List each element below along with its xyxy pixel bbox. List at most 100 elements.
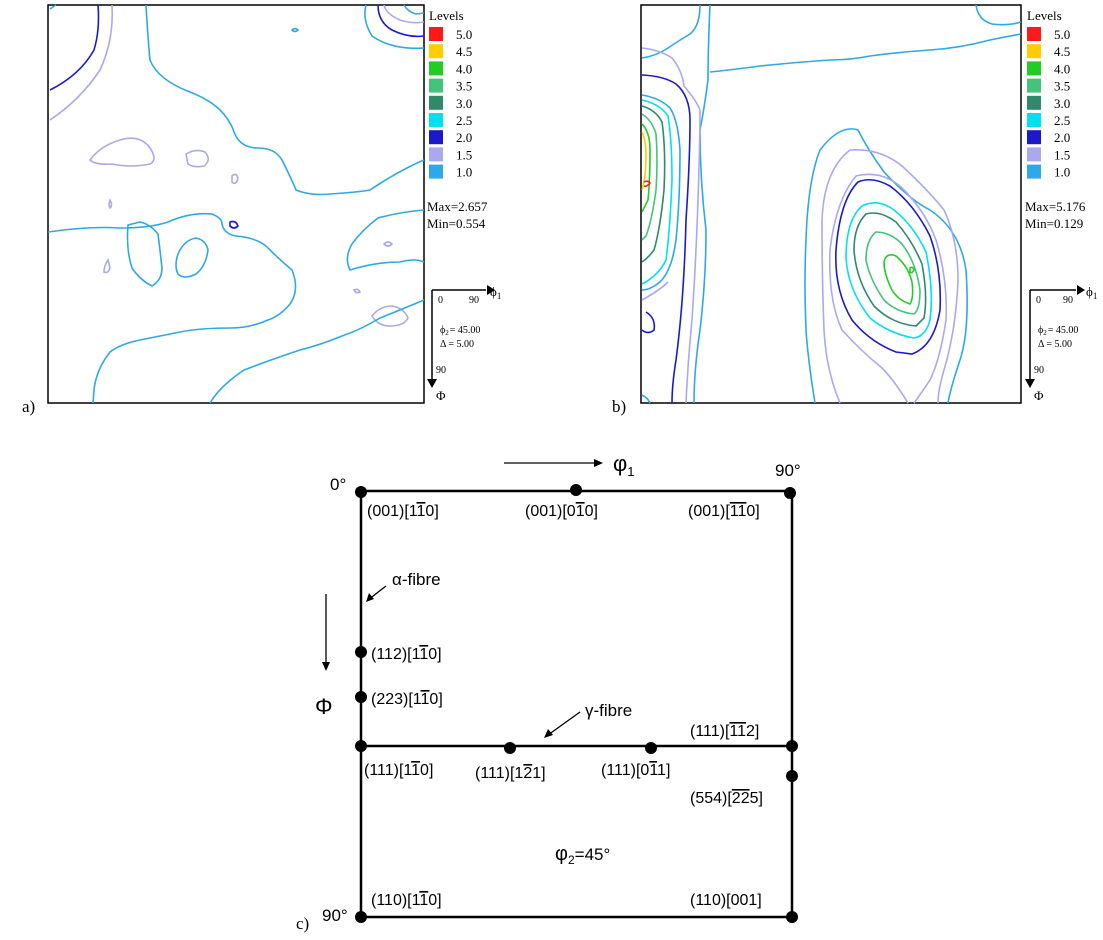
orientation-label: (111)[110] [364,762,433,779]
legend-b-max: Max=5.176 [1025,199,1086,214]
orientation-marker [784,487,796,499]
odf-section-b-frame [640,4,1022,404]
axis-a-delta: Δ = 5.00 [440,339,474,350]
orientation-marker [786,770,798,782]
gamma-fibre-label: γ-fibre [585,701,632,720]
orientation-label: (110)[110] [371,892,442,909]
legend-level-value: 1.5 [456,147,472,162]
legend-swatch [429,164,443,179]
axes-key-b: 0 90 ϕ1 ϕ2= 45.00 Δ = 5.00 90 Φ [1025,284,1097,403]
legend-swatch [429,61,443,76]
panel-a: a) Levels [22,4,501,416]
orientation-marker [355,740,367,752]
orientation-marker [355,646,367,658]
Phi-direction-arrowhead [322,662,330,671]
Phi-arrowhead-b [1025,379,1035,388]
axis-b-phi2: ϕ2= 45.00 [1038,325,1078,337]
legend-level-value: 4.5 [1054,44,1070,59]
gamma-fibre-pointer-head [544,729,553,738]
orientation-marker [786,911,798,923]
legend-swatch [1027,27,1041,41]
phi1-arrowhead-a [487,285,495,295]
legend-level-value: 5.0 [1054,27,1070,42]
orientation-marker [570,484,582,496]
legend-b: Levels 5.0 4.5 4.0 3.5 3.0 2.5 2.0 1.5 1.0 Max=5… [1025,8,1086,231]
panel-b-label: b) [612,397,626,416]
axis-a-phi1: ϕ1 [490,284,501,301]
Phi-arrowhead-a [427,379,437,388]
odf-section-a-frame [47,4,425,404]
legend-level-value: 1.5 [1054,147,1070,162]
alpha-fibre-pointer-head [366,593,374,602]
axis-b-zero: 0 [1036,295,1041,306]
axis-b-ninety-v: 90 [1034,365,1044,376]
corner-90-top-label: 90° [775,461,801,480]
panel-c-label: c) [296,914,309,933]
legend-a-max: Max=2.657 [427,199,488,214]
phi1-arrowhead-b [1077,285,1085,295]
orientation-label: (111)[112] [690,723,759,740]
legend-level-value: 4.5 [456,44,472,59]
legend-swatch [1027,164,1041,179]
legend-b-title: Levels [1027,8,1062,23]
legend-swatch [1027,44,1041,59]
alpha-fibre-label: α-fibre [392,570,441,589]
legend-swatch [429,95,443,110]
gamma-fibre-pointer [547,711,581,736]
legend-level-value: 2.5 [456,113,472,128]
legend-swatch [429,78,443,93]
orientation-marker [355,486,367,498]
orientation-marker [355,911,367,923]
axes-key-a: 0 90 ϕ1 ϕ2= 45.00 Δ = 5.00 90 Φ [427,284,501,403]
axis-b-delta: Δ = 5.00 [1038,339,1072,350]
legend-level-value: 4.0 [456,61,472,76]
legend-swatch [429,27,443,41]
legend-swatch [429,44,443,59]
legend-level-value: 2.5 [1054,113,1070,128]
corner-0-label: 0° [330,475,346,494]
axis-a-Phi: Φ [436,388,446,403]
phi2-section-label: φ2=45° [555,843,610,867]
legend-level-value: 4.0 [1054,61,1070,76]
orientation-label: (001)[110] [367,503,439,520]
legend-swatch [429,147,443,162]
panel-a-label: a) [22,397,35,416]
legend-swatch [429,113,443,127]
orientation-label: (001)[010] [525,503,598,520]
axis-b-ninety: 90 [1063,295,1073,306]
axis-a-phi2: ϕ2= 45.00 [440,325,480,337]
legend-b-min: Min=0.129 [1025,216,1083,231]
legend-a-min: Min=0.554 [427,216,486,231]
legend-level-value: 3.5 [456,79,472,94]
legend-level-value: 3.0 [1054,96,1070,111]
orientation-label: (111)[121] [475,765,546,782]
legend-a-title: Levels [429,8,464,23]
orientation-marker [355,691,367,703]
legend-swatch [1027,113,1041,127]
legend-level-value: 3.0 [456,96,472,111]
Phi-axis-label: Φ [315,694,333,719]
legend-level-value: 1.0 [1054,165,1070,180]
orientation-marker [786,740,798,752]
legend-swatch [1027,95,1041,110]
odf-contours-b [641,4,1022,404]
axis-b-phi1: ϕ1 [1086,284,1097,301]
orientation-label: (554)[225] [690,790,763,807]
legend-swatch [429,130,443,145]
legend-level-value: 2.0 [1054,130,1070,145]
orientation-label: (223)[110] [371,691,443,708]
axis-b-Phi: Φ [1034,388,1044,403]
legend-swatch [1027,147,1041,162]
legend-level-value: 3.5 [1054,79,1070,94]
phi1-axis-label: φ1 [613,451,635,479]
panel-c: c) 0° 90° 90° φ1 Φ α-fibre γ-fibre φ2=45… [296,451,801,933]
odf-contours-a [47,4,425,404]
legend-level-value: 1.0 [456,165,472,180]
legend-swatch [1027,61,1041,76]
legend-swatch [1027,78,1041,93]
orientation-label: (001)[110] [688,503,760,520]
orientation-label: (111)[011] [601,762,670,779]
legend-level-value: 5.0 [456,27,472,42]
legend-swatch [1027,130,1041,145]
